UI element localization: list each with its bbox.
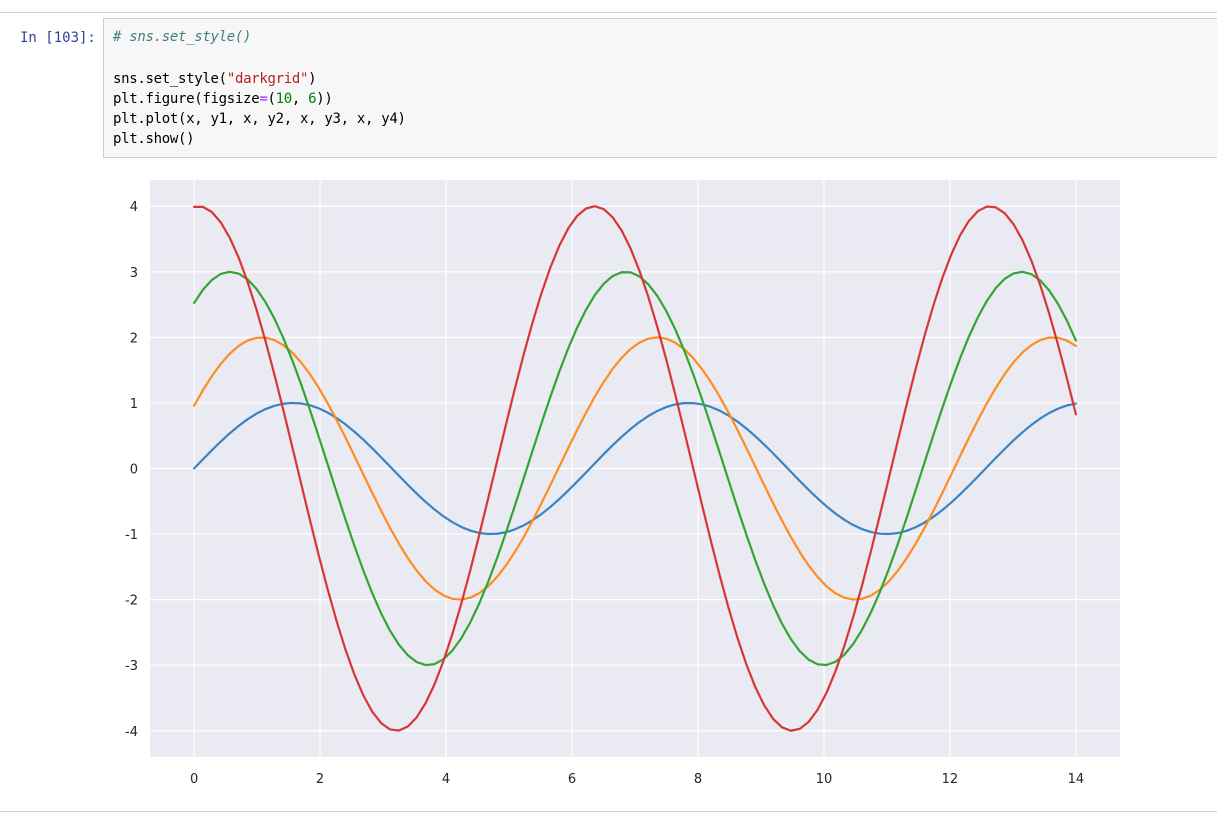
code-line: # sns.set_style() bbox=[113, 29, 252, 45]
code-token: 6 bbox=[308, 91, 317, 107]
code-line: plt.show() bbox=[113, 131, 195, 147]
cell-bottom-border bbox=[0, 811, 1217, 812]
x-tick-label: 0 bbox=[190, 772, 198, 787]
code-line: plt.figure(figsize=(10, 6)) bbox=[113, 91, 333, 107]
code-token: # sns.set_style() bbox=[113, 29, 252, 45]
code-line: sns.set_style("darkgrid") bbox=[113, 71, 317, 87]
y-tick-label: -1 bbox=[125, 528, 138, 543]
code-token: )) bbox=[316, 91, 333, 107]
x-tick-label: 10 bbox=[816, 772, 833, 787]
series-line-2 bbox=[192, 336, 1078, 601]
series-line-4 bbox=[192, 205, 1078, 732]
code-token: 10 bbox=[275, 91, 293, 107]
y-tick-label: 4 bbox=[130, 200, 138, 215]
code-token: sns.set_style( bbox=[113, 71, 227, 87]
y-tick-label: 3 bbox=[130, 266, 138, 281]
x-tick-label: 2 bbox=[316, 772, 324, 787]
code-token: = bbox=[259, 91, 268, 107]
code-token: ) bbox=[308, 71, 317, 87]
y-tick-label: -4 bbox=[125, 725, 138, 740]
x-tick-label: 8 bbox=[694, 772, 702, 787]
code-token: plt.plot(x, y1, x, y2, x, y3, x, y4) bbox=[113, 111, 406, 127]
y-tick-label: -3 bbox=[125, 659, 138, 674]
code-line: plt.plot(x, y1, x, y2, x, y3, x, y4) bbox=[113, 111, 406, 127]
y-tick-label: -2 bbox=[125, 594, 138, 609]
x-tick-label: 14 bbox=[1068, 772, 1085, 787]
x-tick-label: 4 bbox=[442, 772, 450, 787]
code-token: , bbox=[291, 91, 309, 107]
y-tick-label: 1 bbox=[130, 397, 138, 412]
code-token: "darkgrid" bbox=[226, 71, 309, 87]
x-tick-label: 6 bbox=[568, 772, 576, 787]
code-input-area[interactable]: # sns.set_style() sns.set_style("darkgrid… bbox=[103, 18, 1217, 158]
y-tick-label: 2 bbox=[130, 331, 138, 346]
code-token: plt.figure(figsize bbox=[113, 91, 260, 107]
cell-prompt: In [103]: bbox=[20, 30, 96, 46]
cell-top-border bbox=[0, 12, 1217, 13]
x-tick-label: 12 bbox=[942, 772, 959, 787]
code-token: plt.show() bbox=[113, 131, 195, 147]
code-token: ( bbox=[267, 91, 276, 107]
series-line-3 bbox=[192, 270, 1078, 667]
y-tick-label: 0 bbox=[130, 463, 138, 478]
output-area: 0 2 4 6 8 10 12 14 4 3 2 1 0 -1 -2 -3 -4 bbox=[103, 170, 1217, 800]
